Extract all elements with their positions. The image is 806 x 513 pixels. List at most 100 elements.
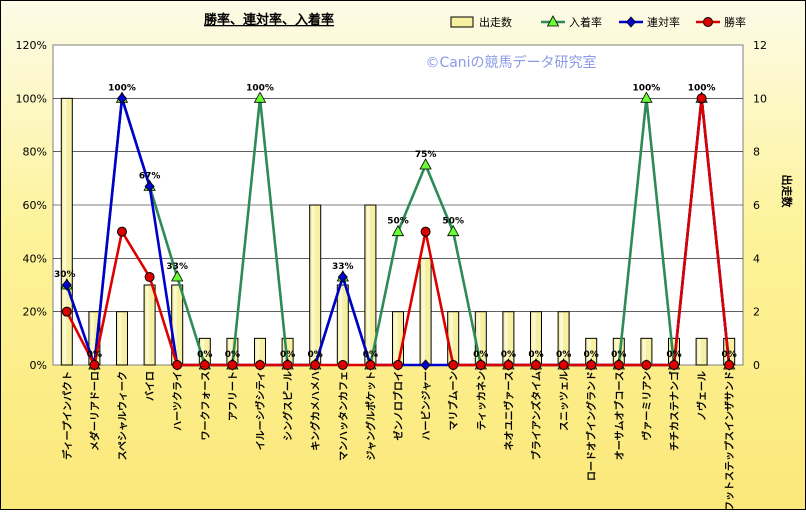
data-label: 33% [332, 262, 354, 272]
legend: 出走数 入着率 連対率 勝率 [450, 15, 746, 29]
category-label: チチカステナンゴ [668, 371, 681, 451]
series-marker [420, 359, 431, 371]
bar-highlight [366, 206, 370, 364]
data-label: 0% [363, 350, 378, 360]
category-label: オーサムオブコース [613, 371, 626, 460]
right-tick-label: 6 [753, 199, 760, 212]
data-labels: 30% 0% 100% 67% 33% 0% 0% 100% 0% 0% 33% 0% 50% 75% 50… [54, 83, 737, 360]
data-label: 33% [166, 262, 188, 272]
right-tick-label: 4 [753, 252, 760, 265]
series-marker [282, 360, 293, 370]
series-marker [641, 360, 652, 370]
line-series [60, 91, 736, 371]
series-marker [447, 224, 460, 237]
bar-highlight [228, 339, 232, 364]
data-label: 0% [308, 350, 323, 360]
bar-highlight [477, 312, 481, 364]
data-label: 100% [108, 83, 136, 93]
category-label: ノヴェール [696, 371, 709, 421]
data-label: 100% [246, 83, 274, 93]
category-label: ディープインパクト [61, 371, 74, 460]
series-marker [172, 360, 183, 370]
series-marker [503, 360, 514, 370]
category-label: スペシャルウィーク [117, 371, 129, 460]
data-label: 0% [197, 350, 212, 360]
series-marker [310, 360, 321, 370]
legend-label: 連対率 [647, 15, 680, 29]
series-marker [448, 360, 459, 370]
category-label: ネオユニヴァース [502, 371, 515, 451]
right-tick-label: 0 [753, 359, 760, 372]
data-label: 50% [442, 217, 464, 227]
bar [309, 204, 322, 366]
data-label: 67% [139, 171, 161, 181]
category-label: ヴァーミリアン [640, 371, 653, 441]
bar-highlight [642, 339, 646, 364]
bar [116, 311, 128, 366]
series-marker [144, 272, 155, 282]
data-label: 0% [584, 350, 599, 360]
data-label: 75% [415, 150, 437, 160]
data-label: 0% [225, 350, 240, 360]
x-axis-ticks: ディープインパクト メダーリアドーロ スペシャルウィーク バイロ ハーツクライ ワークフォ… [61, 371, 736, 511]
right-axis-label: 出走数 [780, 175, 794, 209]
series-marker [89, 360, 100, 370]
series-marker [724, 360, 735, 370]
series-marker [393, 360, 403, 370]
bar [419, 257, 432, 366]
data-label: 0% [666, 350, 681, 360]
bar-highlight [615, 339, 619, 364]
category-label: マリブムーン [447, 371, 460, 431]
bar [143, 284, 156, 366]
category-label: ワークフォース [200, 371, 212, 441]
bar [695, 337, 708, 366]
series-marker [669, 360, 679, 370]
bar [60, 97, 73, 366]
left-tick-label: 0% [30, 359, 47, 372]
series-marker [420, 226, 431, 237]
data-label: 0% [280, 350, 295, 360]
left-axis-ticks: 0% 20% 40% 60% 80% 100% 120% [16, 39, 47, 372]
series-marker [613, 360, 624, 370]
legend-marker [625, 16, 637, 28]
series-marker [61, 306, 72, 317]
series-marker [61, 279, 72, 291]
legend-label: 入着率 [569, 15, 602, 29]
series-marker [116, 92, 128, 104]
data-label: 0% [722, 350, 737, 360]
bar-highlight [146, 286, 150, 364]
right-tick-label: 2 [753, 306, 760, 319]
chart-title: 勝率、連対率、入着率 [204, 12, 334, 28]
category-label: ブライアンズタイム [530, 371, 543, 460]
bar-highlight [173, 286, 177, 364]
series-marker [475, 360, 486, 370]
series-marker [227, 360, 238, 370]
data-label: 0% [556, 350, 571, 360]
bar [447, 311, 460, 366]
category-label: キングカメハメハ [309, 371, 322, 451]
bar-highlight [311, 206, 315, 364]
category-label: イルーシヴシティ [254, 371, 267, 450]
bar-highlight [449, 312, 453, 364]
category-label: ハーツクライ [172, 371, 184, 431]
bar-highlight [63, 99, 67, 364]
bar [336, 284, 349, 366]
category-label: メダーリアドーロ [88, 371, 101, 451]
series-marker [199, 360, 210, 370]
series-marker [365, 360, 376, 370]
bar-highlight [587, 339, 591, 364]
right-tick-label: 8 [753, 146, 760, 159]
category-label: フットステップスインザサンド [723, 371, 736, 509]
category-label: ゼンノロブロイ [392, 371, 405, 441]
bar-highlight [201, 339, 205, 364]
bar [392, 311, 404, 366]
series-marker [696, 93, 707, 104]
category-label: アフリート [227, 371, 239, 421]
category-label: ロードオブイングランド [585, 371, 598, 481]
series-marker [586, 360, 597, 370]
category-label: ハービンジャー [420, 371, 433, 441]
series-marker [337, 360, 348, 370]
series-marker [144, 180, 155, 192]
